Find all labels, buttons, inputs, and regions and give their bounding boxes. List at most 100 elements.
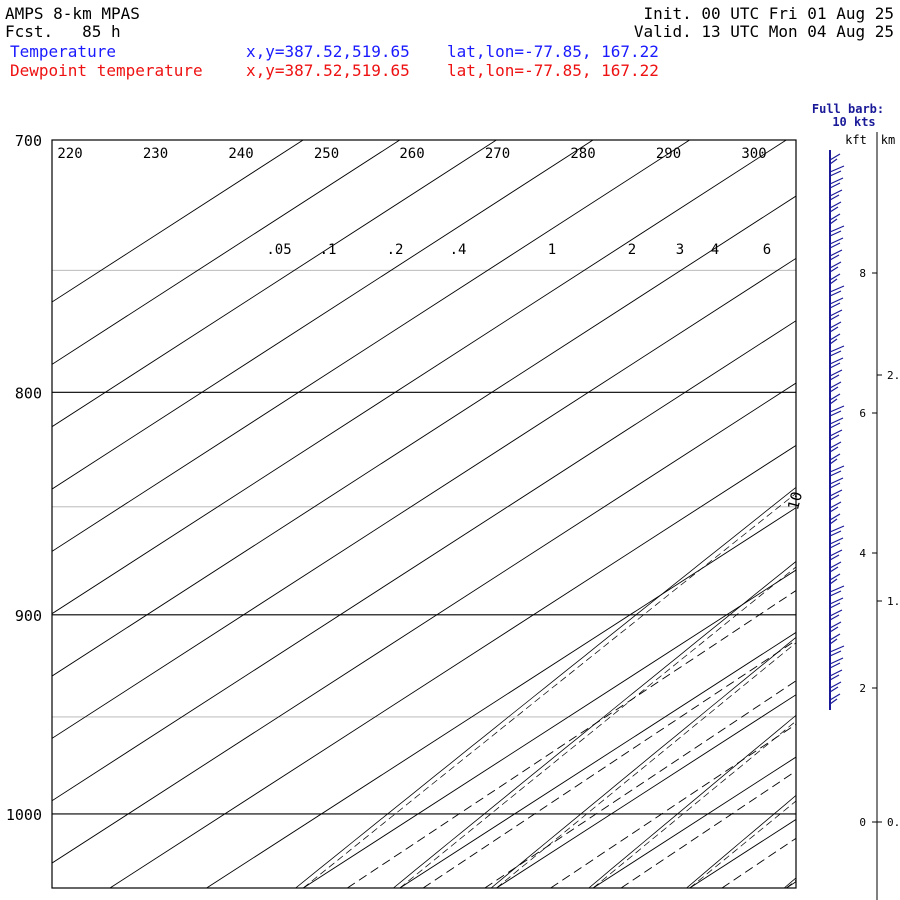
wind-barb (829, 525, 845, 537)
wind-barb (829, 189, 843, 201)
chart-title: AMPS 8-km MPAS (5, 4, 140, 23)
wind-barb (829, 441, 842, 453)
isotherm--110 (52, 257, 796, 739)
dry-adiabat-label-300: 300 (741, 146, 766, 162)
pressure-label-700: 700 (15, 132, 42, 150)
forecast-hour-label: Fcst. 85 h (5, 23, 121, 41)
isotherm--100 (52, 320, 796, 802)
mixing-ratio-line-0.4 (620, 770, 796, 888)
mixing-ratio-label-.1: .1 (320, 242, 337, 258)
dry-adiabat-240 (588, 714, 796, 888)
isotherm--140 (52, 140, 690, 552)
isotherm--80 (109, 444, 796, 888)
dry-adiabat-270 (882, 140, 900, 888)
isotherm--40 (496, 694, 796, 888)
wind-barb (829, 345, 845, 357)
kft-tick-label-8: 8 (859, 267, 866, 280)
isotherm--150 (52, 140, 594, 490)
isotherm--160 (52, 140, 497, 428)
mixing-ratio-line-4 (894, 270, 900, 888)
dry-adiabat-230 (490, 636, 796, 888)
isotherm-0 (883, 140, 900, 888)
wind-barb (829, 573, 841, 585)
wind-barb (829, 393, 841, 405)
wind-barb (829, 669, 843, 681)
wind-barb (829, 165, 845, 177)
wind-barb (829, 249, 843, 261)
wind-barb (829, 381, 842, 393)
wind-barb (829, 297, 844, 309)
wind-barb (829, 225, 845, 237)
legend-dewpoint-label: Dewpoint temperature (10, 61, 203, 80)
moist-adiabat--50 (399, 566, 796, 888)
km-axis-label: km (881, 133, 895, 147)
wind-barb (829, 357, 844, 369)
wind-barb (829, 549, 843, 561)
moist-adiabat--20 (689, 800, 796, 888)
mixing-ratio-label-.05: .05 (266, 242, 291, 258)
wind-barb (829, 213, 841, 225)
wind-barb (829, 285, 845, 297)
wind-barb (829, 465, 845, 477)
axis-labels: 7008009001000-70-60-50-40-30-20-10022023… (6, 132, 771, 824)
mixing-ratio-label-.2: .2 (387, 242, 404, 258)
wind-barb (829, 333, 841, 345)
wind-barb (829, 237, 844, 249)
valid-time: Valid. 13 UTC Mon 04 Aug 25 (633, 22, 894, 41)
pressure-label-900: 900 (15, 607, 42, 625)
wind-barb (829, 633, 841, 645)
sounding-curves (815, 140, 900, 747)
isotherm--70 (206, 507, 796, 888)
isotherm--180 (52, 140, 304, 303)
km-tick-label-1.: 1. (887, 595, 900, 608)
mixing-ratio-label-2: 2 (628, 242, 636, 258)
wind-barb (829, 369, 843, 381)
wind-barb (829, 621, 842, 633)
moist-adiabat--10 (786, 879, 796, 888)
isotherm--30 (592, 756, 796, 888)
mixing-ratio-line-0.2 (550, 723, 796, 888)
wind-barb (829, 261, 842, 273)
fcst-value: 85 h (82, 22, 121, 41)
mixing-ratio-label-3: 3 (676, 242, 684, 258)
km-tick-label-2.: 2. (887, 369, 900, 382)
isotherm--50 (399, 631, 796, 888)
kft-tick-label-4: 4 (859, 547, 866, 560)
dry-adiabat-220 (393, 560, 796, 888)
wind-barb (829, 609, 843, 621)
wind-barb (829, 585, 845, 597)
dewpoint-profile-line (815, 140, 900, 747)
mixing-ratio-line-0.05 (422, 639, 796, 888)
mixing-ratio-line-2 (805, 270, 900, 888)
wind-barb (829, 153, 841, 165)
dry-adiabat-label-250: 250 (314, 146, 339, 162)
moist-adiabat-0 (883, 140, 900, 888)
wind-barb (829, 309, 843, 321)
mixing-ratio-line-0.02 (347, 590, 796, 888)
mixing-ratio-label-1: 1 (548, 242, 556, 258)
isotherm--60 (302, 569, 796, 888)
mixing-ratio-line-3 (856, 270, 900, 888)
pressure-label-1000: 1000 (6, 806, 42, 824)
wind-panel-units: 10 kts (832, 115, 875, 129)
wind-barb (829, 645, 845, 657)
dry-adiabat-label-220: 220 (57, 146, 82, 162)
moist-adiabat--60 (302, 492, 796, 888)
kft-tick-label-6: 6 (859, 407, 866, 420)
init-time: Init. 00 UTC Fri 01 Aug 25 (643, 4, 894, 23)
wind-barb (829, 321, 842, 333)
dry-adiabat-label-260: 260 (399, 146, 424, 162)
dry-adiabat-260 (783, 877, 796, 888)
isotherm--20 (689, 818, 796, 888)
wind-barb (829, 537, 844, 549)
plot-frame (51, 139, 797, 889)
wind-barb (829, 201, 842, 213)
wind-barb (829, 513, 841, 525)
moist-adiabat--30 (592, 720, 796, 888)
legend-temperature-latlon: lat,lon=-77.85, 167.22 (447, 42, 659, 61)
fcst-label: Fcst. (5, 22, 54, 41)
mixing-ratio-line-1 (721, 837, 796, 888)
isotherm--120 (52, 195, 796, 677)
isotherm--130 (52, 140, 787, 615)
